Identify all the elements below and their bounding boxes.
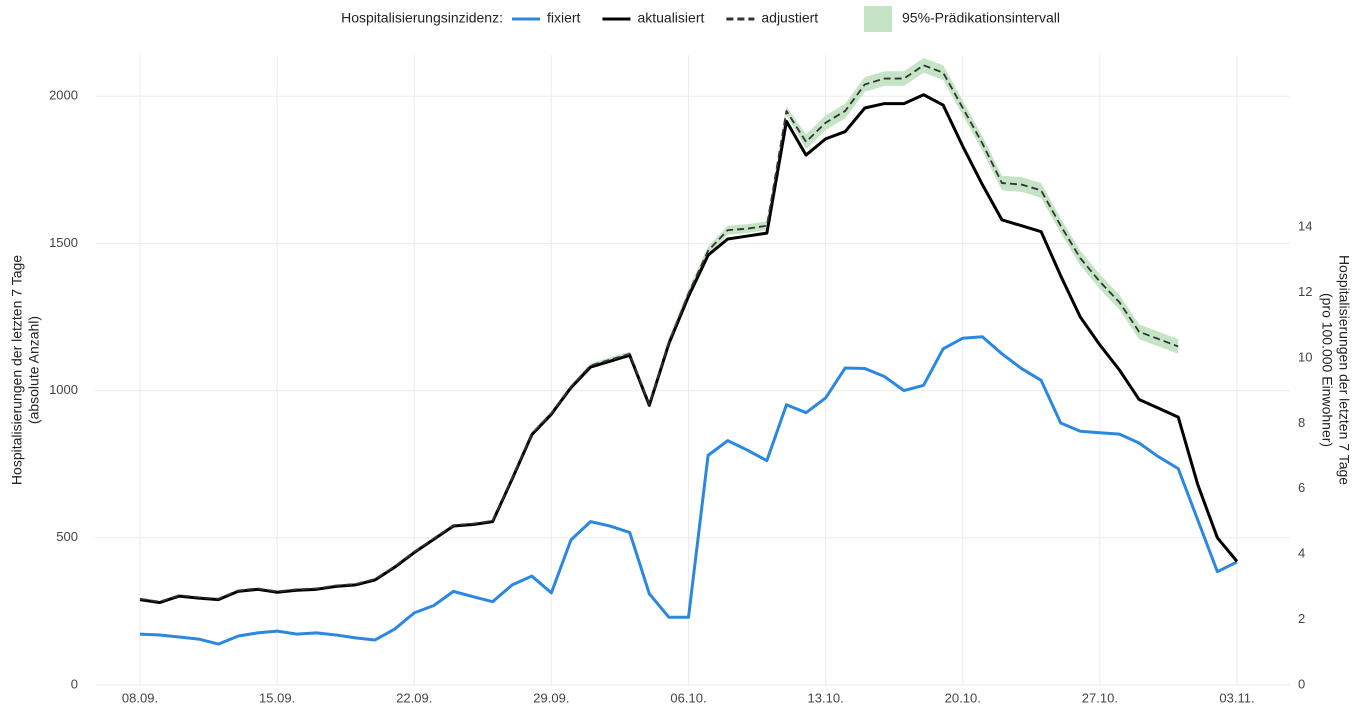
x-tick-label: 27.10. [1082, 690, 1118, 705]
legend-label: 95%-Prädikationsintervall [902, 10, 1060, 26]
series-line [139, 93, 1239, 605]
legend-label: aktualisiert [637, 10, 704, 26]
x-tick-label: 29.09. [533, 690, 569, 705]
x-tick-label: 08.09. [122, 690, 158, 705]
y2-tick-label: 6 [1298, 480, 1305, 495]
y2-tick-label: 4 [1298, 546, 1305, 561]
x-tick-label: 03.11. [1219, 690, 1254, 705]
y2-tick-label: 0 [1298, 676, 1305, 691]
y2-tick-label: 14 [1298, 218, 1312, 233]
y-tick-label: 2000 [49, 88, 78, 103]
y-tick-label: 500 [56, 529, 78, 544]
y2-axis-title: Hospitalisierungen der letzten 7 Tage (p… [1319, 255, 1352, 485]
x-tick-label: 22.09. [396, 690, 432, 705]
y2-tick-label: 10 [1298, 349, 1312, 364]
series-line [139, 335, 1238, 646]
y-label-line: (absolute Anzahl) [26, 316, 42, 424]
y-tick-label: 0 [71, 676, 78, 691]
x-tick-label: 15.09. [259, 690, 295, 705]
y2-tick-label: 12 [1298, 284, 1312, 299]
y-axis-title: Hospitalisierungen der letzten 7 Tage (a… [9, 255, 42, 485]
legend-label: fixiert [547, 10, 581, 26]
prediction-interval [512, 57, 1179, 481]
y-label-line: Hospitalisierungen der letzten 7 Tage [9, 255, 25, 485]
y-tick-label: 1500 [49, 235, 78, 250]
series-line [139, 64, 1179, 603]
y-tick-label: 1000 [49, 382, 78, 397]
legend-label: adjustiert [761, 10, 818, 26]
legend-swatch [864, 6, 892, 32]
x-tick-label: 06.10. [670, 690, 706, 705]
y2-label-line: Hospitalisierungen der letzten 7 Tage [1336, 255, 1352, 485]
x-tick-label: 13.10. [808, 690, 844, 705]
y2-tick-label: 2 [1298, 611, 1305, 626]
x-tick-label: 20.10. [945, 690, 981, 705]
y2-tick-label: 8 [1298, 415, 1305, 430]
y2-label-line: (pro 100.000 Einwohner) [1319, 293, 1335, 447]
legend-title: Hospitalisierungsinzidenz: [341, 10, 503, 26]
